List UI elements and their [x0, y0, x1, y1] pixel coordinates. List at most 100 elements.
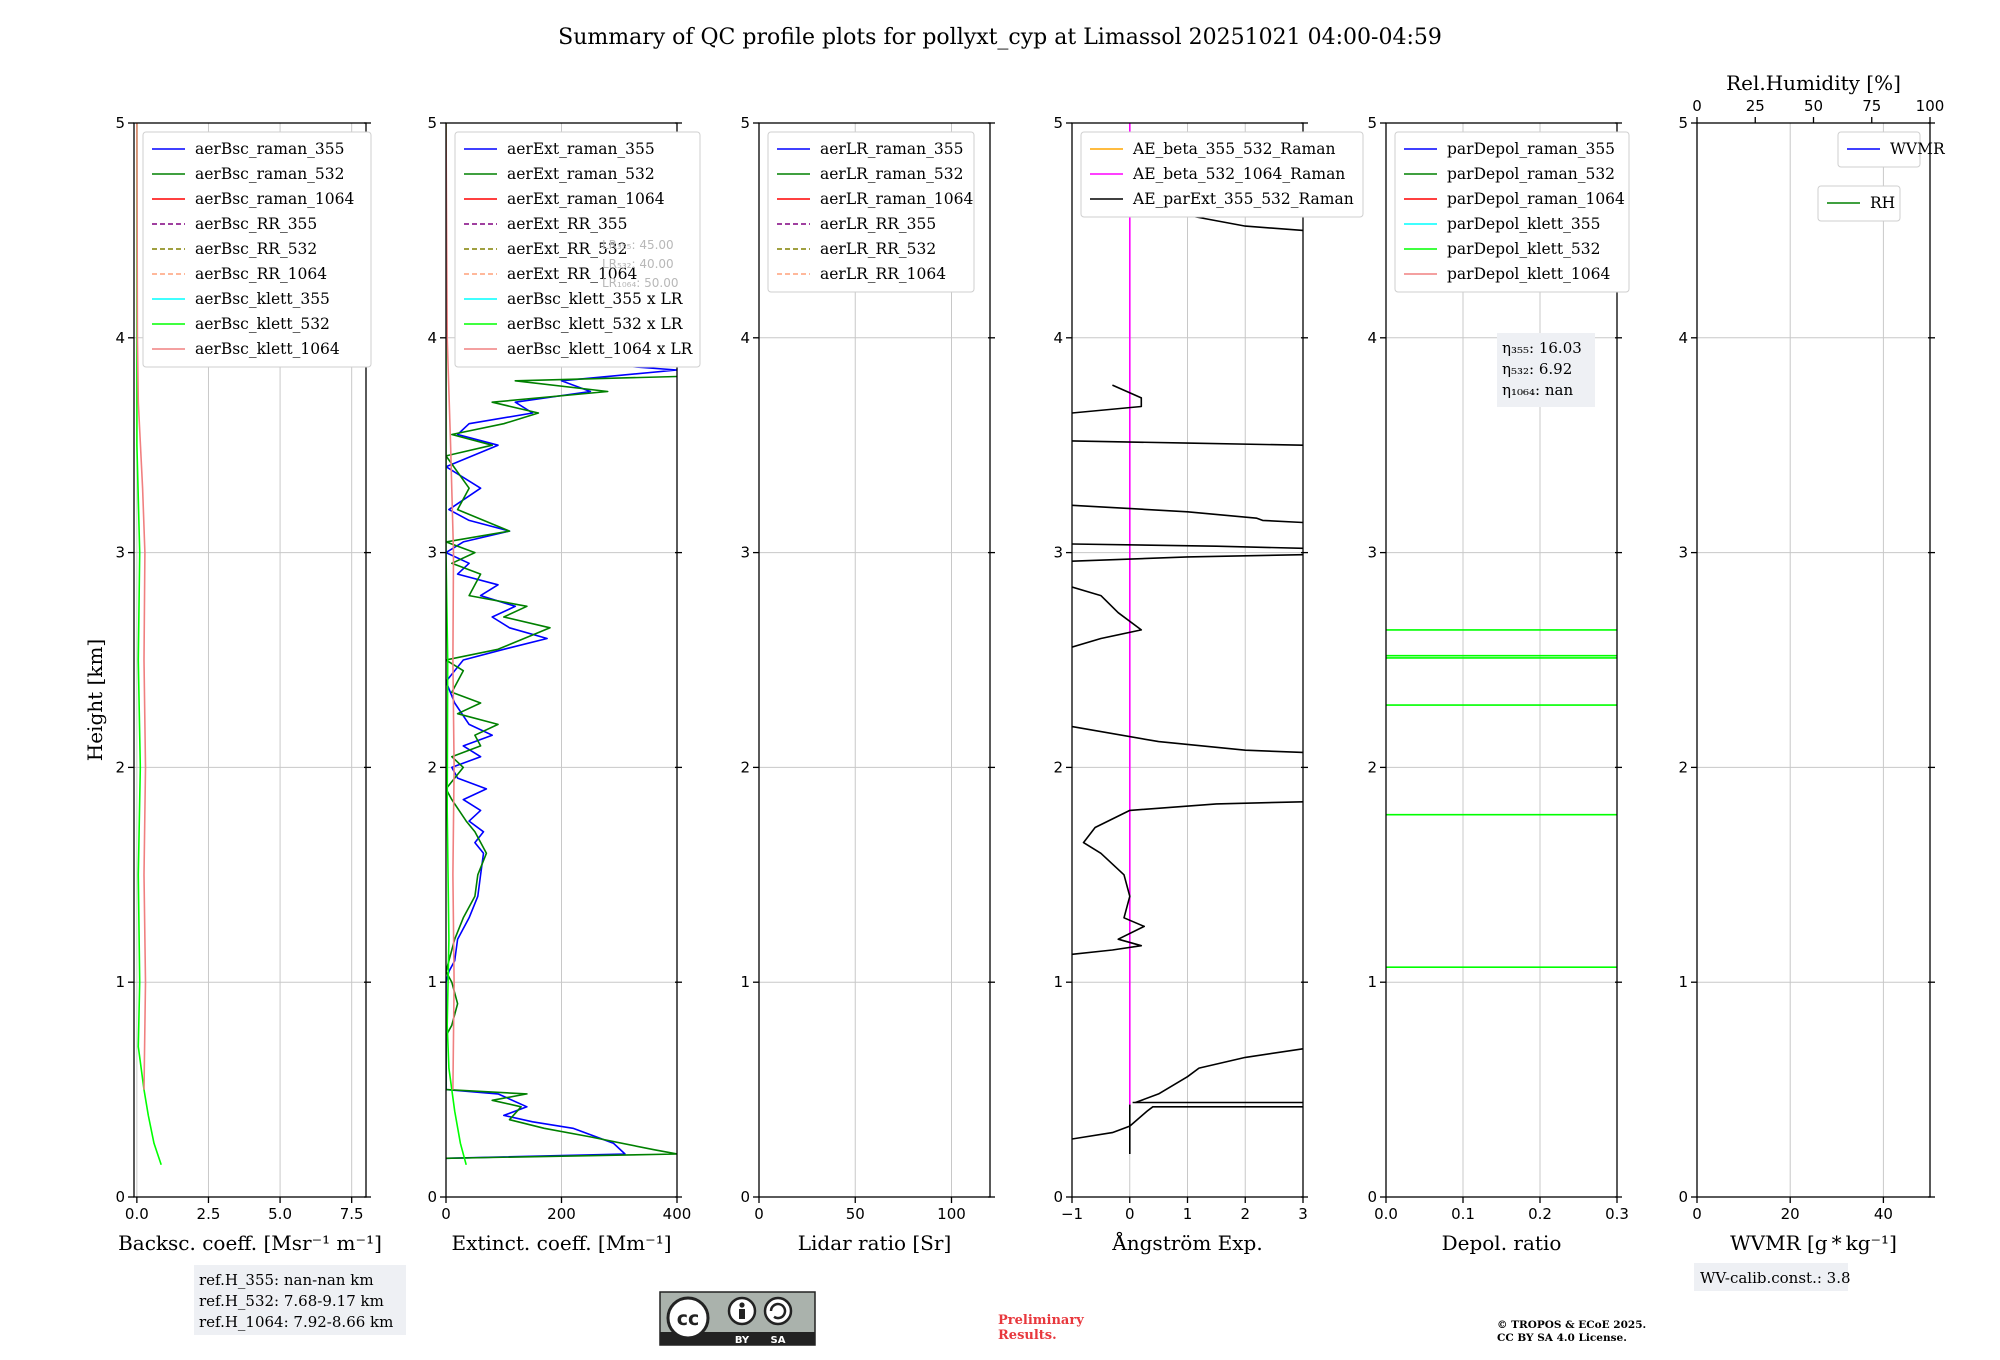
- lr-legend-frame: [767, 131, 975, 293]
- eta-note-2: η₁₀₆₄: nan: [1502, 381, 1573, 399]
- ae-xtick-label-3: 2: [1240, 1205, 1250, 1223]
- depol-ytick-label-1: 1: [1367, 973, 1377, 991]
- wv-ytick-label-2: 2: [1678, 758, 1688, 776]
- ext-ytick-label-4: 4: [427, 329, 437, 347]
- wv-top-xtick-label-3: 75: [1862, 97, 1881, 115]
- wv-legend-label-0: WVMR: [1890, 140, 1946, 158]
- preliminary-line-2: Results.: [998, 1328, 1057, 1343]
- wv-top-xlabel: Rel.Humidity [%]: [1726, 71, 1901, 95]
- badge-by-label: BY: [735, 1335, 750, 1346]
- lr-legend-label-2: aerLR_raman_1064: [820, 190, 973, 208]
- depol-legend-label-1: parDepol_raman_532: [1447, 165, 1615, 183]
- depol-xlabel: Depol. ratio: [1442, 1231, 1562, 1255]
- wv-legend: WVMR: [1837, 131, 1946, 168]
- lr-legend-label-1: aerLR_raman_532: [820, 165, 963, 183]
- wv-calib-text: WV-calib.const.: 3.8: [1700, 1269, 1851, 1287]
- bsc-xtick-label-0: 0.0: [125, 1205, 149, 1223]
- bsc-xtick-label-3: 7.5: [340, 1205, 364, 1223]
- depol-legend-label-0: parDepol_raman_355: [1447, 140, 1615, 158]
- copyright-line-2: CC BY SA 4.0 License.: [1497, 1332, 1627, 1344]
- panel-bsc: 0.0 2.5 5.0 7.5 0 1 2 3 4 5 Backsc. coeff. [Msr⁻¹ …: [115, 114, 381, 1255]
- wv-ytick-label-0: 0: [1678, 1188, 1688, 1206]
- ae-series-AE_parExt_355_532_Raman-11: [1072, 440, 1303, 446]
- ae-xtick-label-4: 3: [1298, 1205, 1308, 1223]
- ae-xtick-label-2: 1: [1183, 1205, 1193, 1223]
- bsc-legend-label-4: aerBsc_RR_532: [195, 240, 317, 258]
- ae-xlabel: Ångström Exp.: [1111, 1230, 1262, 1255]
- wv-xtick-label-0: 0: [1692, 1205, 1702, 1223]
- cc-icon: [666, 1296, 710, 1340]
- ae-series-AE_parExt_355_532_Raman-7: [1072, 586, 1143, 648]
- depol-xtick-label-0: 0.0: [1374, 1205, 1398, 1223]
- ext-series-group: [446, 123, 677, 1166]
- wv-ytick-label-3: 3: [1678, 544, 1688, 562]
- ae-legend-frame: [1080, 131, 1364, 218]
- bsc-legend-label-8: aerBsc_klett_1064: [195, 340, 340, 358]
- wv-legend2: RH: [1817, 185, 1901, 222]
- depol-legend-label-3: parDepol_klett_355: [1447, 215, 1600, 233]
- lr-xtick-label-2: 100: [937, 1205, 966, 1223]
- bsc-ytick-label-5: 5: [115, 114, 125, 132]
- bsc-legend-label-3: aerBsc_RR_355: [195, 215, 317, 233]
- wv-calib-box: [1694, 1263, 1848, 1291]
- bsc-xtick-label-2: 5.0: [268, 1205, 292, 1223]
- bsc-xlabel: Backsc. coeff. [Msr⁻¹ m⁻¹]: [118, 1231, 382, 1255]
- refh-1064: ref.H_1064: 7.92-8.66 km: [199, 1313, 393, 1331]
- ae-series-AE_parExt_355_532_Raman-5: [1072, 801, 1303, 956]
- bsc-ytick-label-1: 1: [115, 973, 125, 991]
- ae-xtick-label-0: −1: [1061, 1205, 1083, 1223]
- wv-legend2-label-0: RH: [1870, 194, 1895, 212]
- bsc-legend-label-6: aerBsc_klett_355: [195, 290, 330, 308]
- copyright-line-1: © TROPOS & ECoE 2025.: [1497, 1319, 1646, 1331]
- depol-xtick-label-3: 0.3: [1605, 1205, 1629, 1223]
- bsc-series-group: [136, 123, 162, 1166]
- ext-legend-frame: [454, 131, 701, 368]
- bsc-ytick-label-2: 2: [115, 758, 125, 776]
- ae-ytick-label-0: 0: [1053, 1188, 1063, 1206]
- depol-series-group: [1386, 629, 1617, 968]
- wv-top-xtick-label-4: 100: [1916, 97, 1945, 115]
- panel-depol: 0.0 0.1 0.2 0.3 0 1 2 3 4 5 Depol. ratio parDepol_r…: [1367, 114, 1630, 1255]
- bsc-ytick-label-0: 0: [115, 1188, 125, 1206]
- ext-ytick-label-5: 5: [427, 114, 437, 132]
- depol-ytick-label-5: 5: [1367, 114, 1377, 132]
- ae-ytick-label-3: 3: [1053, 544, 1063, 562]
- bsc-legend-label-2: aerBsc_raman_1064: [195, 190, 355, 208]
- ext-legend-label-2: aerExt_raman_1064: [507, 190, 665, 208]
- lr-note-1: LR₅₃₂: 40.00: [602, 257, 674, 271]
- ae-series-AE_parExt_355_532_Raman-9: [1072, 543, 1303, 550]
- badge-sa-label: SA: [771, 1335, 786, 1346]
- lr-legend-label-3: aerLR_RR_355: [820, 215, 936, 233]
- ext-legend-label-7: aerBsc_klett_532 x LR: [507, 315, 684, 333]
- ext-ytick-label-1: 1: [427, 973, 437, 991]
- ext-legend-label-5: aerExt_RR_1064: [507, 265, 638, 283]
- ext-xtick-label-0: 0: [441, 1205, 451, 1223]
- bsc-legend-frame: [142, 131, 372, 368]
- wv-xtick-label-2: 40: [1874, 1205, 1893, 1223]
- ext-series-aerBsc_klett_1064 x LR-3: [446, 123, 455, 1090]
- ae-ytick-label-5: 5: [1053, 114, 1063, 132]
- depol-legend: parDepol_raman_355 parDepol_raman_532 parD…: [1394, 131, 1630, 293]
- depol-ytick-label-2: 2: [1367, 758, 1377, 776]
- lr-note-0: LR₃₅₅: 45.00: [602, 238, 674, 252]
- wv-ytick-label-5: 5: [1678, 114, 1688, 132]
- ae-ytick-label-2: 2: [1053, 758, 1063, 776]
- lr-ytick-label-1: 1: [740, 973, 750, 991]
- ext-series-aerExt_raman_532-1: [446, 375, 677, 1160]
- lr-xtick-label-1: 50: [846, 1205, 865, 1223]
- lr-ytick-label-2: 2: [740, 758, 750, 776]
- ext-legend: aerExt_raman_355 aerExt_raman_532 aerExt_r…: [454, 131, 701, 368]
- depol-ytick-label-3: 3: [1367, 544, 1377, 562]
- wv-xlabel: WVMR [g * kg⁻¹]: [1730, 1231, 1897, 1255]
- bsc-axes-frame: [133, 122, 367, 1198]
- depol-xtick-label-2: 0.2: [1528, 1205, 1552, 1223]
- lr-legend: aerLR_raman_355 aerLR_raman_532 aerLR_rama…: [767, 131, 975, 293]
- depol-legend-frame: [1394, 131, 1630, 293]
- bsc-series-aerBsc_klett_1064-1: [136, 123, 147, 1090]
- ae-series-AE_parExt_355_532_Raman-8: [1072, 553, 1303, 562]
- depol-xtick-label-1: 0.1: [1451, 1205, 1475, 1223]
- ext-legend-label-3: aerExt_RR_355: [507, 215, 628, 233]
- lr-legend-label-4: aerLR_RR_532: [820, 240, 936, 258]
- lr-note-2: LR₁₀₆₄: 50.00: [602, 276, 678, 290]
- ext-ytick-label-0: 0: [427, 1188, 437, 1206]
